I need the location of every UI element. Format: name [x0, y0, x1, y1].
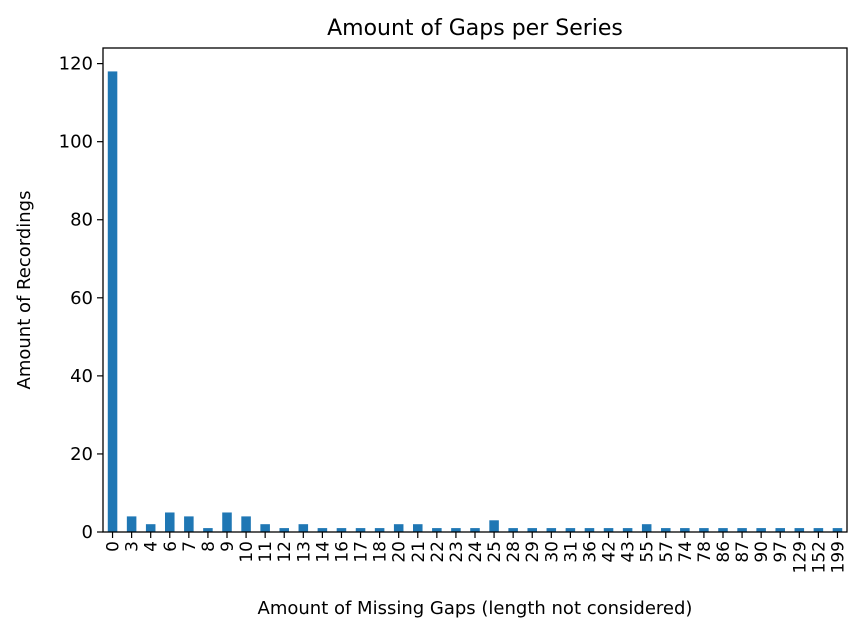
bar-3 [126, 516, 137, 532]
bar-20 [393, 524, 404, 532]
x-tick-label: 90 [752, 541, 772, 563]
chart-title: Amount of Gaps per Series [327, 16, 623, 41]
bar-199 [832, 528, 843, 532]
y-tick-label: 80 [70, 210, 93, 231]
bar-31 [565, 528, 576, 532]
bar-13 [298, 524, 309, 532]
x-tick-label: 0 [104, 541, 124, 552]
x-tick-label: 97 [771, 541, 791, 563]
y-tick-label: 120 [59, 54, 93, 75]
x-tick-label: 24 [466, 541, 486, 563]
x-tick-label: 74 [676, 541, 696, 563]
x-tick-label: 129 [790, 541, 810, 573]
x-tick-label: 18 [371, 541, 391, 563]
bar-152 [813, 528, 824, 532]
bar-11 [260, 524, 270, 532]
bar-97 [775, 528, 785, 532]
bar-129 [794, 528, 805, 532]
bar-28 [508, 528, 518, 532]
x-tick-label: 13 [294, 541, 314, 563]
bar-78 [699, 528, 709, 532]
bar-36 [584, 528, 595, 532]
bar-9 [222, 512, 232, 532]
bar-10 [241, 516, 251, 532]
y-axis: 0 20 40 60 80 100 120 [59, 54, 103, 543]
x-tick-label: 3 [123, 541, 143, 552]
x-tick-label: 23 [447, 541, 467, 563]
x-tick-label: 22 [428, 541, 448, 563]
x-tick-label: 9 [218, 541, 238, 552]
x-tick-label: 152 [809, 541, 829, 573]
x-tick-label: 36 [580, 541, 600, 563]
x-tick-label: 7 [180, 541, 200, 552]
x-tick-label: 86 [714, 541, 734, 563]
bars-group [107, 71, 843, 533]
x-tick-label: 55 [638, 541, 658, 563]
bar-57 [661, 528, 671, 532]
bar-86 [718, 528, 728, 532]
bar-8 [203, 528, 213, 532]
x-tick-label: 78 [695, 541, 715, 563]
x-tick-label: 199 [828, 541, 848, 573]
x-axis-label: Amount of Missing Gaps (length not consi… [258, 598, 693, 619]
bar-90 [756, 528, 766, 532]
x-tick-label: 28 [504, 541, 524, 563]
x-tick-label: 21 [409, 541, 429, 563]
bar-55 [641, 524, 652, 532]
x-tick-label: 31 [561, 541, 581, 563]
bar-25 [489, 520, 499, 532]
x-tick-label: 25 [485, 541, 505, 563]
y-tick-label: 0 [82, 522, 93, 543]
bar-21 [413, 524, 423, 532]
bar-30 [546, 528, 557, 532]
bar-42 [603, 528, 614, 532]
bar-0 [107, 71, 118, 533]
y-tick-label: 60 [70, 288, 93, 309]
x-tick-label: 87 [733, 541, 753, 563]
x-tick-label: 16 [332, 541, 352, 563]
x-tick-label: 4 [142, 541, 162, 552]
y-axis-label: Amount of Recordings [14, 191, 35, 390]
x-tick-label: 20 [390, 541, 410, 563]
bar-17 [355, 528, 366, 532]
x-tick-label: 14 [313, 541, 333, 563]
bar-29 [527, 528, 537, 532]
y-tick-label: 40 [70, 366, 93, 387]
x-tick-label: 12 [275, 541, 295, 563]
x-tick-label: 42 [600, 541, 620, 563]
x-tick-label: 6 [161, 541, 181, 552]
bar-43 [622, 528, 633, 532]
x-tick-label: 29 [523, 541, 543, 563]
x-tick-label: 17 [352, 541, 372, 563]
x-tick-label: 43 [619, 541, 639, 563]
bar-7 [184, 516, 194, 532]
y-tick-label: 20 [70, 444, 93, 465]
bar-14 [317, 528, 328, 532]
bar-24 [470, 528, 480, 532]
bar-6 [165, 512, 175, 532]
bar-12 [279, 528, 289, 532]
x-tick-label: 57 [657, 541, 677, 563]
bar-74 [680, 528, 690, 532]
x-tick-label: 11 [256, 541, 276, 563]
y-tick-label: 100 [59, 132, 93, 153]
bar-4 [145, 524, 156, 532]
x-tick-label: 30 [542, 541, 562, 563]
x-axis: 0 3 4 6 7 8 9 10 11 12 13 14 16 17 18 20 21 22 23 24 25 28 29 3… [104, 532, 848, 573]
bar-18 [374, 528, 385, 532]
bar-16 [336, 528, 347, 532]
plot-frame [102, 47, 848, 533]
bar-22 [432, 528, 442, 532]
bar-23 [451, 528, 461, 532]
bar-87 [737, 528, 747, 532]
x-tick-label: 8 [199, 541, 219, 552]
x-tick-label: 10 [237, 541, 257, 563]
